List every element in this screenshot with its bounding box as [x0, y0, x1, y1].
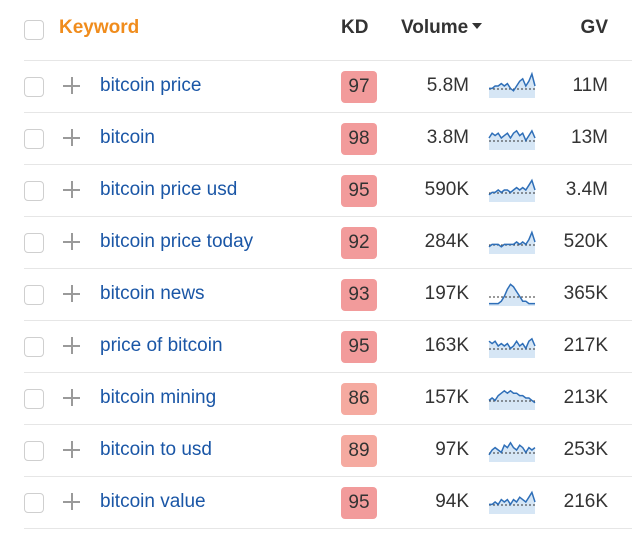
kd-badge: 97 [341, 71, 377, 103]
add-to-list-icon[interactable] [63, 181, 80, 198]
table-row: bitcoin to usd 89 97K 253K [24, 425, 632, 477]
volume-value: 3.8M [426, 127, 469, 148]
sort-descending-icon [472, 22, 483, 29]
add-to-list-icon[interactable] [63, 285, 80, 302]
volume-value: 94K [435, 491, 469, 512]
gv-value: 3.4M [565, 179, 608, 200]
keyword-link[interactable]: bitcoin value [100, 491, 206, 512]
keyword-link[interactable]: bitcoin price usd [100, 179, 238, 200]
table-row: price of bitcoin 95 163K 217K [24, 321, 632, 373]
volume-trend-sparkline[interactable] [487, 331, 537, 361]
volume-trend-sparkline[interactable] [487, 227, 537, 257]
keyword-link[interactable]: bitcoin price today [100, 231, 254, 252]
sparkline-line [488, 337, 536, 350]
select-all-checkbox[interactable] [24, 20, 44, 40]
kd-badge: 95 [341, 487, 377, 519]
add-to-list-icon[interactable] [63, 389, 80, 406]
add-to-list-icon[interactable] [63, 493, 80, 510]
gv-value: 520K [563, 231, 608, 252]
row-checkbox[interactable] [24, 389, 44, 409]
volume-value: 197K [424, 283, 469, 304]
kd-badge: 86 [341, 383, 377, 415]
sparkline-line [489, 490, 536, 506]
keyword-link[interactable]: price of bitcoin [100, 335, 223, 356]
gv-value: 213K [563, 387, 608, 408]
row-checkbox[interactable] [24, 441, 44, 461]
gv-value: 216K [563, 491, 608, 512]
add-to-list-icon[interactable] [63, 441, 80, 458]
sparkline-area [489, 232, 535, 254]
sparkline-area [489, 390, 535, 410]
sparkline-line [488, 178, 536, 196]
volume-trend-sparkline[interactable] [487, 175, 537, 205]
table-row: bitcoin price 97 5.8M 11M [24, 61, 632, 113]
kd-badge: 93 [341, 279, 377, 311]
volume-value: 284K [424, 231, 469, 252]
add-to-list-icon[interactable] [63, 337, 80, 354]
row-checkbox[interactable] [24, 337, 44, 357]
column-header-volume-label: Volume [401, 17, 469, 38]
kd-badge: 89 [341, 435, 377, 467]
add-to-list-icon[interactable] [63, 233, 80, 250]
sparkline-area [489, 130, 535, 150]
gv-value: 217K [563, 335, 608, 356]
sparkline-area [489, 442, 535, 462]
kd-badge: 95 [341, 331, 377, 363]
sparkline-line [488, 230, 536, 248]
sparkline-area [489, 284, 535, 306]
gv-value: 365K [563, 283, 608, 304]
column-header-keyword[interactable]: Keyword [59, 17, 140, 38]
keyword-link[interactable]: bitcoin to usd [100, 439, 212, 460]
column-header-kd[interactable]: KD [341, 17, 369, 38]
table-row: bitcoin news 93 197K 365K [24, 269, 632, 321]
gv-value: 253K [563, 439, 608, 460]
add-to-list-icon[interactable] [63, 77, 80, 94]
column-header-volume[interactable]: Volume [401, 17, 483, 39]
volume-trend-sparkline[interactable] [487, 487, 537, 517]
table-header: Keyword KD Volume GV [24, 0, 632, 61]
table-row: bitcoin price usd 95 590K 3.4M [24, 165, 632, 217]
sparkline-line [488, 129, 536, 142]
kd-badge: 95 [341, 175, 377, 207]
volume-trend-sparkline[interactable] [487, 383, 537, 413]
volume-value: 590K [424, 179, 469, 200]
volume-value: 163K [424, 335, 469, 356]
keyword-link[interactable]: bitcoin price [100, 75, 202, 96]
keyword-link[interactable]: bitcoin [100, 127, 155, 148]
sparkline-area [489, 338, 535, 358]
volume-value: 97K [435, 439, 469, 460]
table-row: bitcoin value 95 94K 216K [24, 477, 632, 529]
gv-value: 13M [571, 127, 608, 148]
table-row: bitcoin price today 92 284K 520K [24, 217, 632, 269]
table-row: bitcoin mining 86 157K 213K [24, 373, 632, 425]
gv-value: 11M [572, 75, 608, 96]
sparkline-line [489, 283, 535, 305]
row-checkbox[interactable] [24, 233, 44, 253]
sparkline-area [489, 74, 535, 98]
sparkline-line [488, 441, 536, 456]
volume-trend-sparkline[interactable] [487, 279, 537, 309]
row-checkbox[interactable] [24, 181, 44, 201]
keyword-link[interactable]: bitcoin news [100, 283, 205, 304]
volume-trend-sparkline[interactable] [487, 71, 537, 101]
row-checkbox[interactable] [24, 129, 44, 149]
table-row: bitcoin 98 3.8M 13M [24, 113, 632, 165]
row-checkbox[interactable] [24, 285, 44, 305]
kd-badge: 98 [341, 123, 377, 155]
column-header-gv[interactable]: GV [580, 17, 608, 38]
keyword-link[interactable]: bitcoin mining [100, 387, 217, 408]
volume-value: 5.8M [426, 75, 469, 96]
volume-trend-sparkline[interactable] [487, 123, 537, 153]
sparkline-line [488, 389, 536, 404]
volume-trend-sparkline[interactable] [487, 435, 537, 465]
volume-value: 157K [424, 387, 469, 408]
kd-badge: 92 [341, 227, 377, 259]
row-checkbox[interactable] [24, 77, 44, 97]
sparkline-area [489, 180, 535, 202]
row-checkbox[interactable] [24, 493, 44, 513]
add-to-list-icon[interactable] [63, 129, 80, 146]
sparkline-line [489, 71, 536, 92]
